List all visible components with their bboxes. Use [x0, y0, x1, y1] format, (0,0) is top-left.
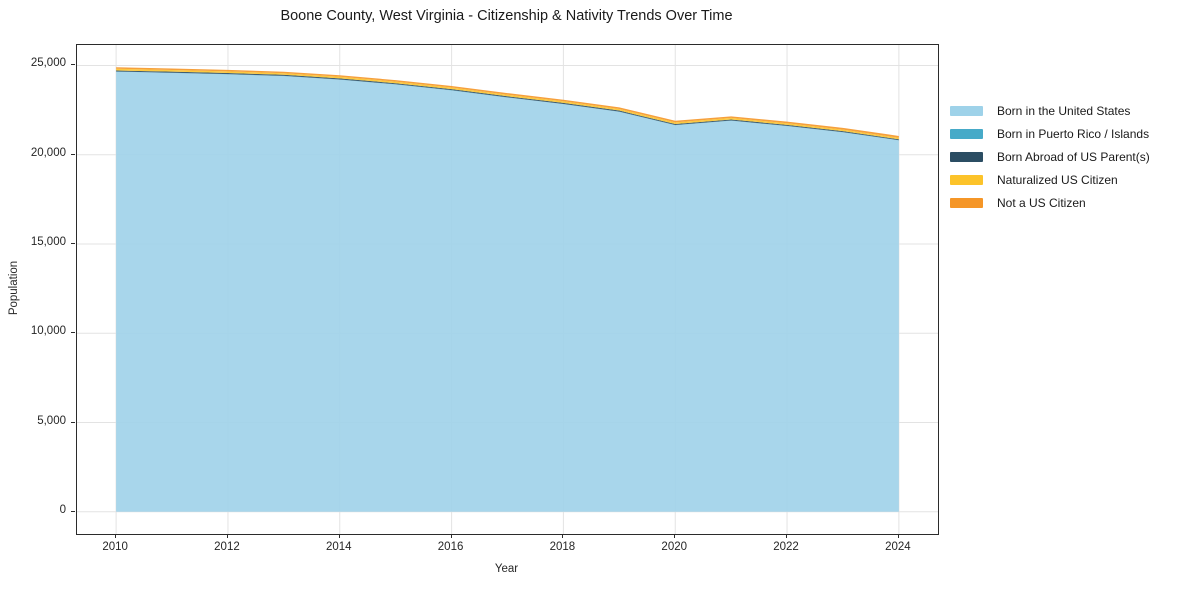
x-axis-label: Year [494, 563, 519, 575]
x-tick-label: 2012 [214, 541, 240, 553]
legend-label: Not a US Citizen [997, 196, 1086, 210]
x-tick-label: 2016 [437, 541, 464, 553]
y-tick-mark [71, 421, 75, 423]
plot-area [76, 44, 939, 535]
y-tick-label: 15,000 [30, 235, 66, 248]
legend-swatch-icon [950, 129, 983, 139]
x-tick-mark [450, 534, 452, 538]
x-tick-mark [115, 534, 117, 538]
y-tick-label: 25,000 [30, 57, 66, 70]
y-axis-label: Population [8, 260, 20, 316]
y-tick-mark [71, 242, 75, 244]
chart-title: Boone County, West Virginia - Citizenshi… [280, 8, 733, 24]
area-series-1 [116, 71, 899, 512]
legend-item: Born in Puerto Rico / Islands [950, 127, 1150, 141]
stacked-area-plot [77, 45, 938, 534]
legend-swatch-icon [950, 175, 983, 185]
x-tick-label: 2018 [549, 541, 576, 553]
x-tick-mark [562, 534, 564, 538]
legend-item: Not a US Citizen [950, 196, 1150, 210]
legend-swatch-icon [950, 198, 983, 208]
legend-item: Born in the United States [950, 104, 1150, 118]
y-tick-label: 10,000 [30, 325, 66, 338]
y-tick-mark [71, 153, 75, 155]
x-tick-mark [338, 534, 340, 538]
y-tick-mark [71, 332, 75, 334]
y-tick-label: 20,000 [30, 146, 66, 159]
legend-label: Born in the United States [997, 104, 1131, 118]
x-tick-mark [786, 534, 788, 538]
x-tick-label: 2022 [773, 541, 799, 553]
y-tick-label: 5,000 [37, 414, 66, 427]
legend-label: Born in Puerto Rico / Islands [997, 127, 1150, 141]
legend-item: Naturalized US Citizen [950, 173, 1150, 187]
x-tick-mark [674, 534, 676, 538]
legend-swatch-icon [950, 152, 983, 162]
x-tick-mark [226, 534, 228, 538]
legend-label: Naturalized US Citizen [997, 173, 1118, 187]
x-tick-label: 2024 [885, 541, 911, 553]
x-tick-label: 2020 [661, 541, 688, 553]
y-tick-label: 0 [59, 503, 66, 516]
legend-item: Born Abroad of US Parent(s) [950, 150, 1150, 164]
area-series-5 [116, 67, 899, 138]
x-tick-label: 2014 [325, 541, 352, 553]
x-tick-mark [897, 534, 899, 538]
legend-label: Born Abroad of US Parent(s) [997, 150, 1150, 164]
y-tick-mark [71, 64, 75, 66]
area-series-4 [116, 68, 899, 140]
x-tick-label: 2010 [102, 541, 128, 553]
legend-swatch-icon [950, 106, 983, 116]
y-tick-mark [71, 510, 75, 512]
legend: Born in the United States Born in Puerto … [950, 104, 1150, 210]
